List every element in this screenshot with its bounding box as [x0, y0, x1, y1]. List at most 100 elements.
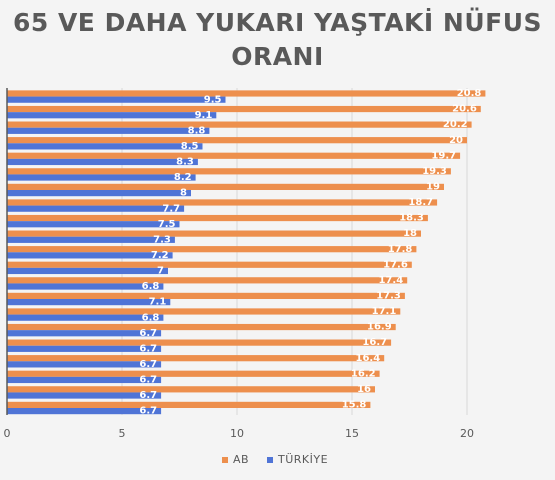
bar-ab [7, 355, 385, 362]
bar-turkiye [7, 190, 191, 197]
bar-label-ab: 17.1 [372, 306, 397, 317]
x-tick-label: 5 [119, 427, 126, 440]
bar-label-ab: 18.7 [408, 197, 433, 208]
bar-label-turkiye: 9.5 [204, 94, 222, 105]
bar-ab [7, 121, 472, 128]
bar-label-turkiye: 7.2 [151, 250, 169, 261]
bar-ab [7, 292, 405, 299]
bar-turkiye [7, 143, 203, 150]
bar-ab [7, 261, 412, 268]
bar-label-ab: 20.8 [457, 88, 482, 99]
x-tick-label: 20 [460, 427, 474, 440]
bar-label-ab: 15.8 [342, 400, 367, 411]
bar-label-turkiye: 6.8 [142, 312, 160, 323]
bar-label-turkiye: 7.1 [149, 297, 167, 308]
x-tick-label: 10 [230, 427, 244, 440]
legend-swatch [222, 457, 228, 463]
bars: 15.8 6.7 16 6.7 16.2 6.7 16.4 6.7 16.7 6.7 16.9 6.7… [7, 88, 486, 417]
bar-turkiye [7, 408, 162, 415]
x-axis-ticks: 0 5 10 15 20 [4, 427, 475, 440]
bar-turkiye [7, 252, 173, 259]
bar-label-ab: 17.3 [376, 291, 401, 302]
bar-label-ab: 17.8 [388, 244, 413, 255]
bar-label-ab: 17.4 [379, 275, 404, 286]
legend-label: TÜRKİYE [277, 453, 328, 466]
bar-label-ab: 20.2 [443, 119, 468, 130]
bar-turkiye [7, 314, 164, 321]
bar-ab [7, 137, 467, 144]
bar-ab [7, 323, 396, 331]
chart-title-line-1: 65 VE DAHA YUKARI YAŞTAKİ NÜFUS [12, 8, 543, 37]
bar-label-ab: 19.3 [422, 166, 447, 177]
bar-label-turkiye: 8.8 [188, 125, 206, 136]
bar-label-turkiye: 8 [180, 188, 187, 199]
bar-label-turkiye: 6.7 [139, 375, 157, 386]
bar-turkiye [7, 127, 210, 134]
bar-turkiye [7, 112, 217, 119]
bar-label-turkiye: 8.2 [174, 172, 192, 183]
legend-swatch [267, 457, 273, 463]
bar-label-turkiye: 6.8 [142, 281, 160, 292]
bar-label-turkiye: 6.7 [139, 359, 157, 370]
bar-label-turkiye: 7 [157, 266, 164, 277]
bar-turkiye [7, 376, 162, 384]
chart-title: 65 VE DAHA YUKARI YAŞTAKİ NÜFUS ORANI [0, 6, 555, 74]
bar-ab [7, 199, 438, 206]
bar-turkiye [7, 174, 196, 181]
bar-label-ab: 20.6 [452, 104, 477, 115]
bar-ab [7, 308, 401, 315]
bar-label-turkiye: 6.7 [139, 406, 157, 417]
bar-label-ab: 17.6 [383, 259, 408, 270]
bar-turkiye [7, 267, 168, 275]
bar-label-ab: 18.3 [399, 213, 424, 224]
bar-label-ab: 19 [426, 182, 440, 193]
bar-ab [7, 105, 481, 113]
bar-ab [7, 339, 392, 346]
bar-turkiye [7, 345, 162, 352]
bar-label-ab: 16 [357, 384, 371, 395]
bar-turkiye [7, 96, 226, 103]
bar-ab [7, 386, 375, 393]
bar-ab [7, 183, 444, 190]
bar-label-turkiye: 7.5 [158, 219, 176, 230]
bar-label-ab: 20 [449, 135, 463, 146]
bar-turkiye [7, 221, 180, 228]
x-tick-label: 15 [345, 427, 359, 440]
legend-label: AB [233, 453, 249, 466]
bar-label-turkiye: 9.1 [195, 110, 213, 121]
bar-ab [7, 370, 380, 377]
bar-turkiye [7, 236, 175, 243]
bar-label-turkiye: 7.3 [153, 234, 171, 245]
bar-turkiye [7, 158, 198, 166]
bar-turkiye [7, 205, 185, 212]
bar-ab [7, 152, 461, 159]
bar-turkiye [7, 392, 162, 399]
bar-ab [7, 230, 421, 237]
bar-turkiye [7, 283, 164, 290]
bar-label-turkiye: 7.7 [162, 203, 180, 214]
bar-ab [7, 277, 408, 284]
bar-label-turkiye: 6.7 [139, 328, 157, 339]
bar-label-turkiye: 8.5 [181, 141, 199, 152]
bar-label-ab: 16.9 [367, 322, 392, 333]
bar-ab [7, 90, 486, 97]
x-tick-label: 0 [4, 427, 11, 440]
bar-turkiye [7, 330, 162, 337]
legend: AB TÜRKİYE [222, 453, 328, 466]
bar-ab [7, 168, 451, 175]
bar-ab [7, 246, 417, 253]
bar-label-turkiye: 8.3 [176, 157, 194, 168]
bar-label-ab: 16.7 [362, 337, 387, 348]
bar-label-ab: 19.7 [431, 150, 456, 161]
bar-label-turkiye: 6.7 [139, 343, 157, 354]
bar-label-turkiye: 6.7 [139, 390, 157, 401]
bar-ab [7, 214, 428, 222]
bar-label-ab: 16.4 [356, 353, 381, 364]
bar-ab [7, 401, 371, 408]
chart-title-line-2: ORANI [231, 42, 324, 71]
bar-label-ab: 16.2 [351, 368, 376, 379]
bar-turkiye [7, 361, 162, 368]
bar-label-ab: 18 [403, 228, 417, 239]
bar-turkiye [7, 299, 171, 306]
